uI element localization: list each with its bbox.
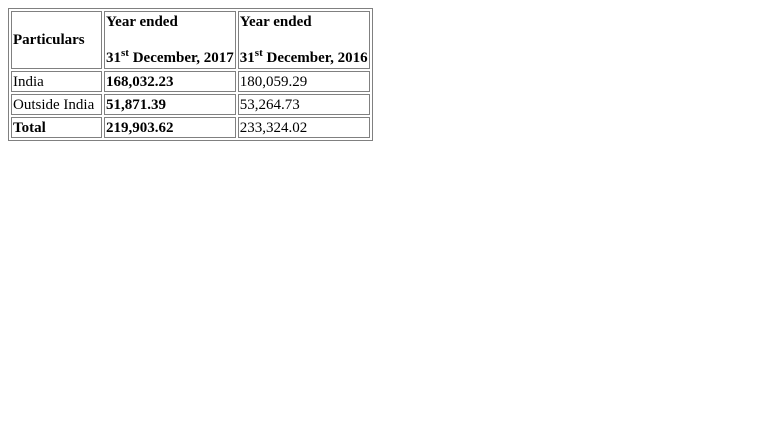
table-row-india: India 168,032.23 180,059.29 bbox=[11, 71, 370, 92]
revenue-table: Particulars Year ended 31st December, 20… bbox=[8, 8, 373, 141]
value-2016: 53,264.73 bbox=[237, 94, 370, 115]
value-2017: 51,871.39 bbox=[104, 94, 236, 115]
table-row-outside-india: Outside India 51,871.39 53,264.73 bbox=[11, 94, 370, 115]
header-2016-suffix: st bbox=[254, 47, 263, 59]
header-2016-day: 31 bbox=[239, 50, 255, 66]
value-2017: 168,032.23 bbox=[104, 71, 236, 92]
table-row-total: Total 219,903.62 233,324.02 bbox=[11, 117, 370, 138]
header-2017-date: 31st December, 2017 bbox=[106, 47, 234, 67]
header-2017-suffix: st bbox=[121, 47, 129, 59]
header-2016-date: 31st December, 2016 bbox=[239, 47, 368, 67]
header-2017-day: 31 bbox=[106, 50, 121, 66]
header-year-2016: Year ended 31st December, 2016 bbox=[237, 11, 370, 69]
row-label: Total bbox=[11, 117, 102, 138]
value-2017: 219,903.62 bbox=[104, 117, 236, 138]
header-row: Particulars Year ended 31st December, 20… bbox=[11, 11, 370, 69]
header-year-2017: Year ended 31st December, 2017 bbox=[104, 11, 236, 69]
row-label: Outside India bbox=[11, 94, 102, 115]
value-2016: 180,059.29 bbox=[237, 71, 370, 92]
header-2016-rest: December, 2016 bbox=[262, 50, 368, 66]
header-2017-period: Year ended bbox=[106, 14, 178, 30]
value-2016: 233,324.02 bbox=[237, 117, 370, 138]
header-particulars: Particulars bbox=[11, 11, 102, 69]
header-2016-period: Year ended bbox=[239, 14, 312, 30]
row-label: India bbox=[11, 71, 102, 92]
header-2017-rest: December, 2017 bbox=[128, 50, 234, 66]
